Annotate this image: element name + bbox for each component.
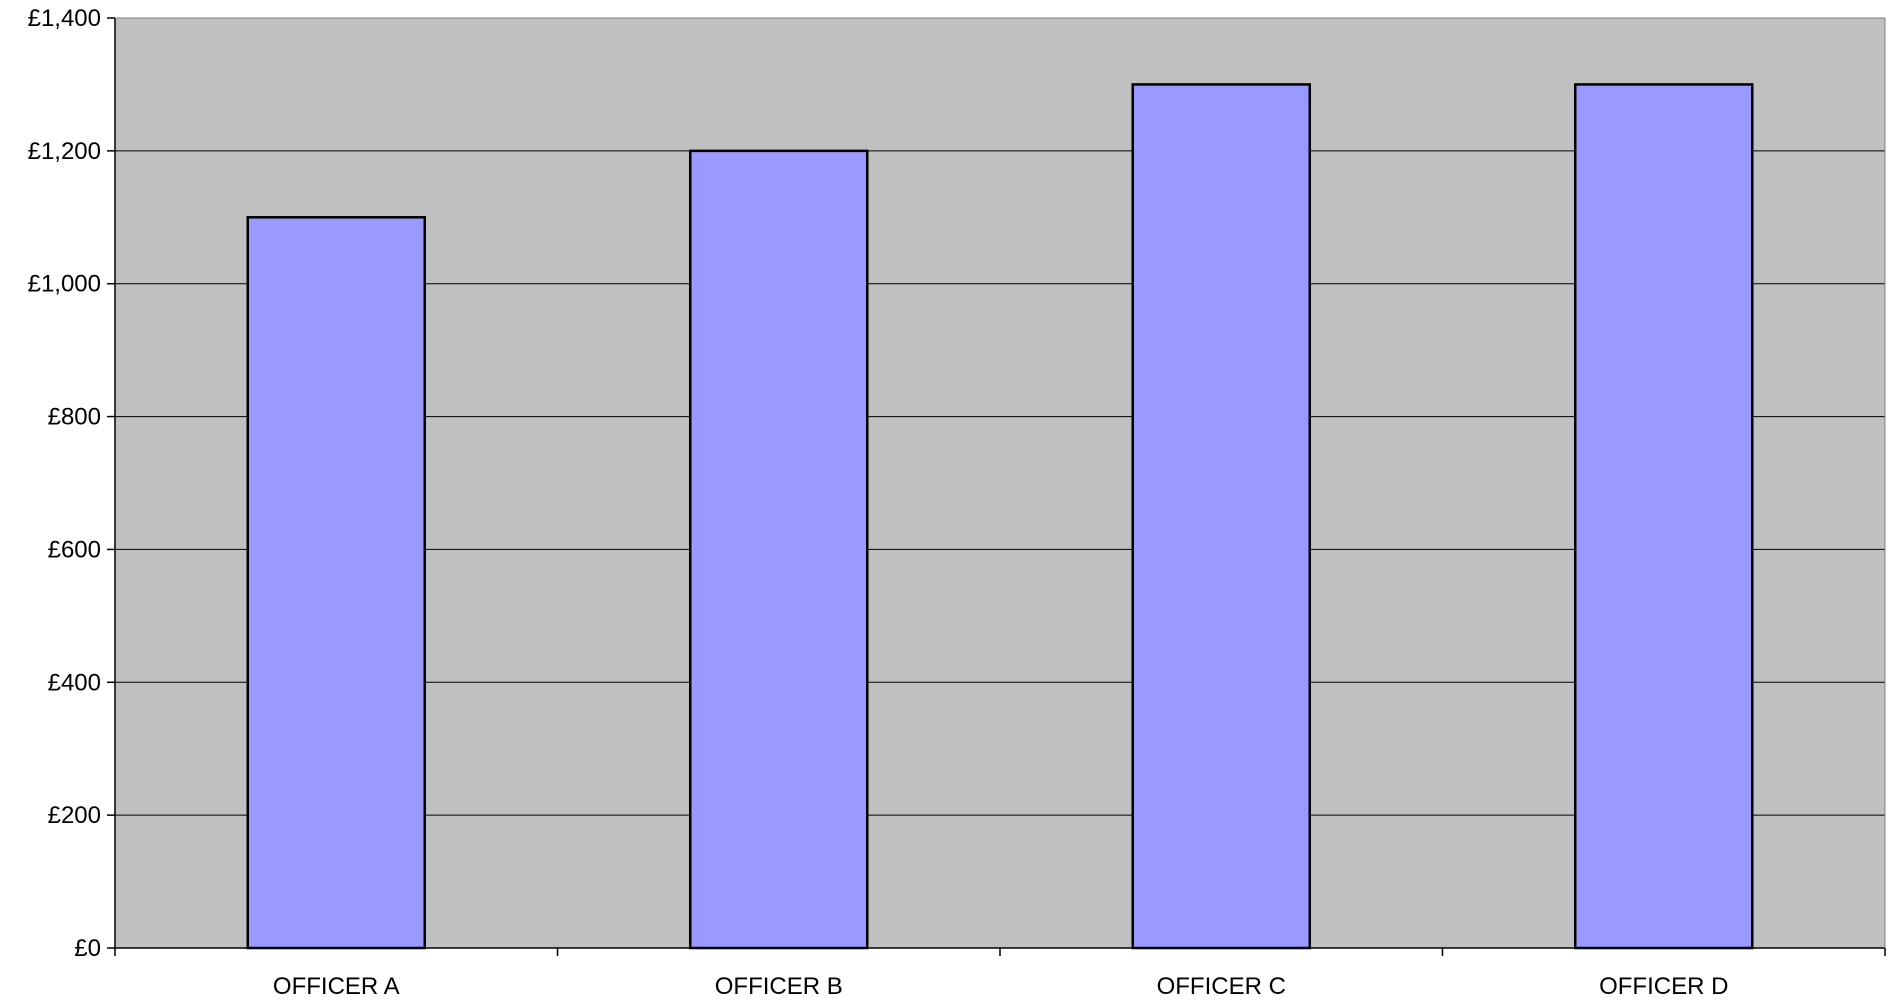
y-tick-label: £200 (48, 802, 101, 829)
y-tick-label: £400 (48, 669, 101, 696)
y-tick-label: £1,000 (28, 271, 101, 298)
x-axis-ticks: OFFICER A OFFICER B OFFICER C OFFICER D (114, 948, 1886, 1000)
bar-officer-c (1131, 83, 1311, 950)
x-tick-label: OFFICER A (273, 973, 400, 1000)
x-tick-label: OFFICER D (1599, 973, 1728, 1000)
y-tick-label: £1,200 (28, 138, 101, 165)
x-tick-label: OFFICER B (715, 973, 843, 1000)
x-tick-label: OFFICER C (1157, 973, 1286, 1000)
y-tick-label: £0 (74, 935, 101, 962)
bar-officer-b (689, 149, 869, 950)
y-axis-ticks: £0 £200 £400 £600 £800 £1,000 £1,200 £1,400 (28, 5, 115, 962)
y-tick-label: £1,400 (28, 5, 101, 32)
bar-officer-a (246, 216, 426, 950)
y-tick-label: £600 (48, 536, 101, 563)
bar-officer-d (1574, 83, 1754, 950)
y-tick-label: £800 (48, 404, 101, 431)
